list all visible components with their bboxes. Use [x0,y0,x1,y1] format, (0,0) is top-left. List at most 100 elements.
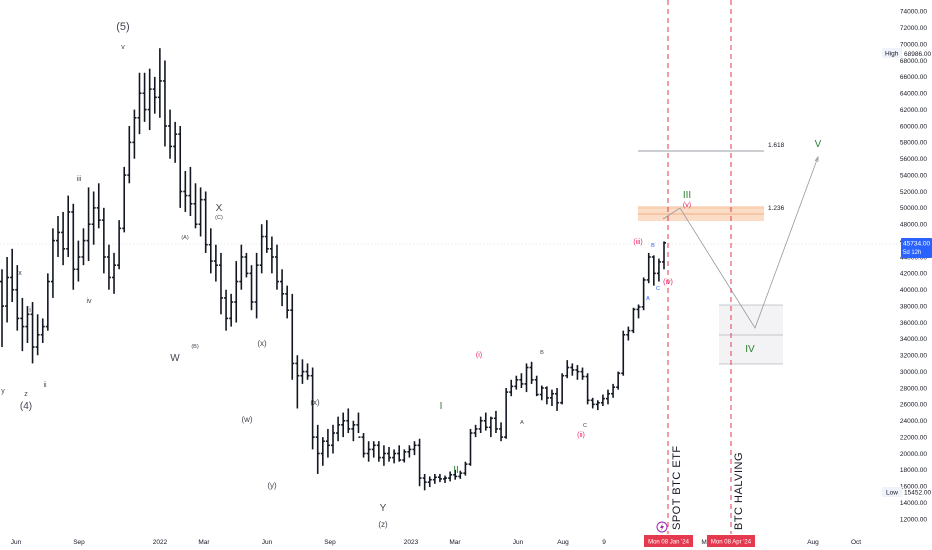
ohlc-bar [203,191,208,253]
wave-labels: (5) v iii iv x i ii y z (4) X (C) (A) (B… [1,21,821,529]
wave-label-x-paren: (x) [257,339,267,348]
ohlc-bar [341,412,346,438]
ohlc-bar [437,473,442,483]
ohlc-bar [575,365,580,380]
ohlc-bar [387,446,392,462]
etf-date: Mon 08 Jan '24 [648,540,690,546]
ohlc-bar [91,191,96,245]
y-tick-label: 54000.00 [900,172,927,179]
ohlc-bar [544,386,549,405]
ohlc-bar [504,387,509,439]
wave-label-w-paren: (w) [241,415,252,424]
ohlc-bar [56,216,61,257]
y-tick-label: 22000.00 [900,434,927,441]
wave-label-ii-paren: (ii) [577,432,585,439]
ohlc-bar [168,109,173,159]
y-tick-label: 62000.00 [900,107,927,114]
wave-iv-zone [719,305,783,364]
halving-date: Mon 08 Apr '24 [711,540,752,546]
ohlc-bar [585,373,590,405]
wave-label-IV: IV [745,344,755,355]
ohlc-bar [605,389,610,405]
x-tick-label: Sep [73,539,85,546]
ohlc-bar [112,252,117,294]
wave-label-iv-paren: (iv) [663,279,673,286]
x-axis: JunSep2022MarJunSep2023MarJunAug9MarAugO… [11,539,861,546]
y-tick-label: 34000.00 [900,336,927,343]
y-axis: 12000.00 14000.00 16000.00 18000.00 20000.00… [900,9,927,524]
wave-label-I: I [440,401,443,412]
ohlc-bar [290,293,295,380]
ohlc-bar [193,183,198,229]
ohlc-bar [142,72,147,122]
ohlc-bar [524,363,529,393]
ohlc-bar [555,387,560,411]
ohlc-bar [453,469,458,480]
y-tick-label: 56000.00 [900,156,927,163]
y-tick-label: 18000.00 [900,467,927,474]
y-tick-label: 36000.00 [900,320,927,327]
ohlc-bar [565,360,570,379]
ohlc-bar [361,433,366,458]
ohlc-bar [101,207,106,274]
x-tick-label: 2022 [153,539,168,546]
ohlc-bar [127,125,132,184]
fib-target-zone [638,206,764,221]
ohlc-bar [259,224,264,274]
lightning-icon[interactable] [656,521,668,533]
ohlc-bar [381,445,386,466]
x-tick-label: 9 [602,539,606,546]
ohlc-bar [157,48,162,118]
ohlc-bar [448,471,453,482]
ohlc-bar [616,371,621,390]
halving-date-badge: Mon 08 Apr '24 [707,535,755,547]
ohlc-bar [636,304,641,319]
x-tick-label: Jun [262,539,273,546]
ohlc-bar [208,228,213,274]
ohlc-bar [351,420,356,442]
wave-label-V: V [815,139,822,150]
ohlc-bar [285,285,290,319]
ohlc-bar [549,389,554,407]
ohlc-bar [325,428,330,458]
ohlc-bar [509,379,514,397]
ohlc-bar [427,476,432,488]
wave-label-C: C [583,423,587,429]
ohlc-bar [315,424,320,474]
ohlc-bar [656,258,661,282]
ohlc-bar [183,171,188,212]
ohlc-bar [264,220,269,253]
wave-label-C-blue: C [656,286,660,292]
ohlc-bar [10,248,15,303]
ohlc-bar [366,441,371,462]
ohlc-bar [468,428,473,466]
ohlc-bar [336,416,341,442]
low-label: Low [886,490,898,497]
fib-1618-label: 1.618 [768,142,785,149]
wave-label-B-paren: (B) [191,344,199,350]
ohlc-bar [392,449,397,464]
x-tick-label: Oct [851,539,861,546]
y-tick-label: 20000.00 [900,451,927,458]
ohlc-bar [331,424,335,454]
ohlc-bar [402,449,407,463]
x-tick-label: Aug [807,539,819,546]
y-tick-label: 16000.00 [900,484,927,491]
y-tick-label: 70000.00 [900,41,927,48]
y-tick-label: 68000.00 [900,58,927,65]
wave-label-i: i [29,307,31,314]
y-tick-label: 64000.00 [900,91,927,98]
x-tick-label: Mar [198,539,210,546]
ohlc-bar [50,228,55,298]
ohlc-bar [162,60,167,147]
ohlc-bar [488,416,493,438]
wave-label-A: A [520,420,524,426]
ohlc-bar [274,244,279,290]
x-tick-label: Jun [513,539,524,546]
ohlc-bar [25,306,30,343]
y-tick-label: 66000.00 [900,74,927,81]
wave-label-v-paren: (v) [683,202,691,209]
ohlc-bar [132,109,137,159]
ohlc-bar [310,367,315,450]
